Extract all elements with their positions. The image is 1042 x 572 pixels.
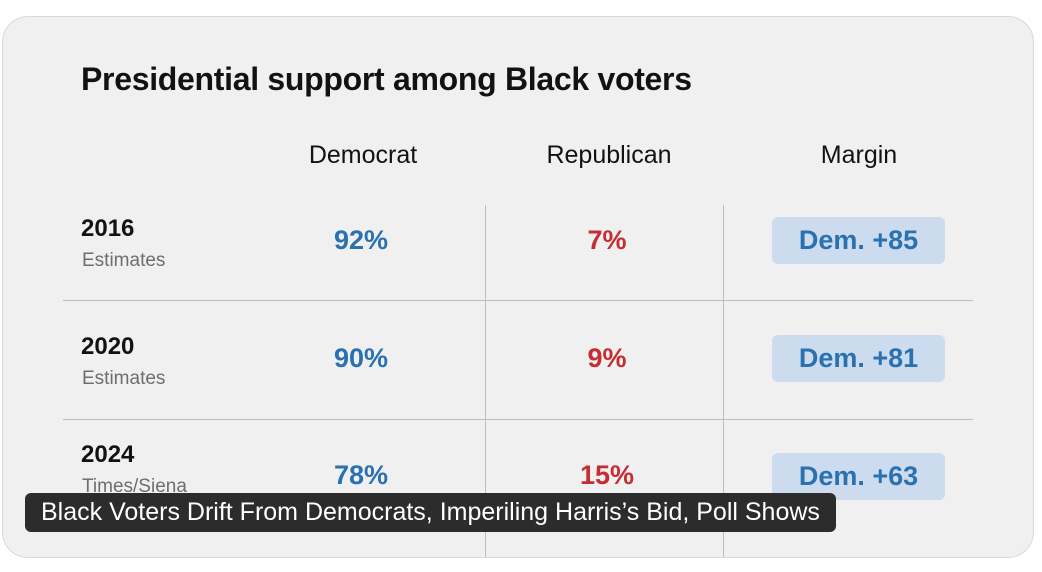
article-headline-caption[interactable]: Black Voters Drift From Democrats, Imper… [25, 493, 836, 532]
row-divider [63, 300, 973, 301]
margin-badge: Dem. +85 [772, 217, 945, 264]
republican-share: 15% [579, 460, 635, 490]
row-source: Estimates [82, 368, 166, 389]
column-header-republican: Republican [546, 141, 672, 169]
column-divider [723, 205, 724, 557]
democrat-share: 92% [333, 225, 389, 255]
democrat-share: 78% [333, 460, 389, 490]
row-year: 2020 [81, 333, 135, 360]
margin-badge: Dem. +81 [772, 335, 945, 382]
row-year: 2024 [81, 441, 135, 468]
democrat-share: 90% [333, 343, 389, 373]
column-divider [485, 205, 486, 557]
row-source: Estimates [82, 250, 166, 271]
republican-share: 9% [587, 343, 627, 373]
card-title: Presidential support among Black voters [81, 61, 692, 97]
poll-card: Presidential support among Black voters … [2, 16, 1034, 558]
republican-share: 7% [587, 225, 627, 255]
column-header-margin: Margin [820, 141, 898, 169]
row-source: Times/Siena [82, 476, 187, 497]
row-year: 2016 [81, 215, 135, 242]
column-header-democrat: Democrat [308, 141, 418, 169]
row-divider [63, 419, 973, 420]
margin-badge: Dem. +63 [772, 453, 945, 500]
